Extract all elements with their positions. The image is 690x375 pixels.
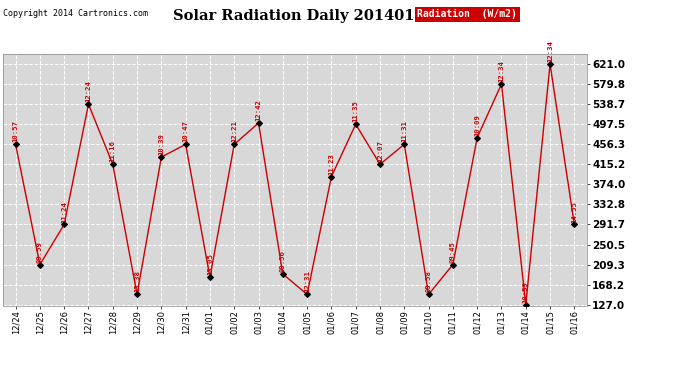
Text: 12:24: 12:24 xyxy=(86,80,92,102)
Point xyxy=(375,161,386,167)
Text: 11:31: 11:31 xyxy=(402,120,407,142)
Text: 14:55: 14:55 xyxy=(571,201,578,222)
Point xyxy=(180,141,191,147)
Text: 12:07: 12:07 xyxy=(377,141,383,162)
Text: Copyright 2014 Cartronics.com: Copyright 2014 Cartronics.com xyxy=(3,9,148,18)
Text: 13:05: 13:05 xyxy=(207,254,213,275)
Point xyxy=(132,291,143,297)
Point xyxy=(423,291,434,297)
Text: Solar Radiation Daily 20140117: Solar Radiation Daily 20140117 xyxy=(172,9,435,23)
Point xyxy=(156,154,167,160)
Text: 11:24: 11:24 xyxy=(61,201,67,222)
Point xyxy=(351,121,362,127)
Point xyxy=(228,141,239,147)
Point xyxy=(59,222,70,228)
Text: Radiation  (W/m2): Radiation (W/m2) xyxy=(417,9,518,20)
Point xyxy=(399,141,410,147)
Text: 10:47: 10:47 xyxy=(183,120,188,142)
Text: 09:45: 09:45 xyxy=(450,241,456,262)
Text: 10:59: 10:59 xyxy=(523,281,529,303)
Text: 12:21: 12:21 xyxy=(231,120,237,142)
Text: 10:39: 10:39 xyxy=(159,133,164,155)
Point xyxy=(34,262,46,268)
Text: 12:34: 12:34 xyxy=(547,40,553,62)
Text: 11:23: 11:23 xyxy=(328,153,335,175)
Point xyxy=(447,262,458,268)
Point xyxy=(204,274,215,280)
Text: 10:57: 10:57 xyxy=(12,120,19,142)
Point xyxy=(107,161,118,167)
Text: 12:31: 12:31 xyxy=(304,271,310,292)
Point xyxy=(520,302,531,307)
Text: 10:09: 10:09 xyxy=(474,114,480,136)
Point xyxy=(472,135,483,141)
Text: 09:58: 09:58 xyxy=(426,271,431,292)
Text: 11:16: 11:16 xyxy=(110,141,116,162)
Point xyxy=(302,291,313,297)
Point xyxy=(544,61,555,67)
Point xyxy=(569,222,580,228)
Text: 11:35: 11:35 xyxy=(353,100,359,122)
Point xyxy=(10,141,21,147)
Text: 09:56: 09:56 xyxy=(280,250,286,272)
Text: 12:34: 12:34 xyxy=(498,60,504,82)
Text: 09:59: 09:59 xyxy=(37,241,43,262)
Text: 12:42: 12:42 xyxy=(255,99,262,121)
Point xyxy=(83,101,94,107)
Text: 13:38: 13:38 xyxy=(134,271,140,292)
Point xyxy=(326,174,337,180)
Point xyxy=(253,120,264,126)
Point xyxy=(496,81,507,87)
Point xyxy=(277,271,288,277)
